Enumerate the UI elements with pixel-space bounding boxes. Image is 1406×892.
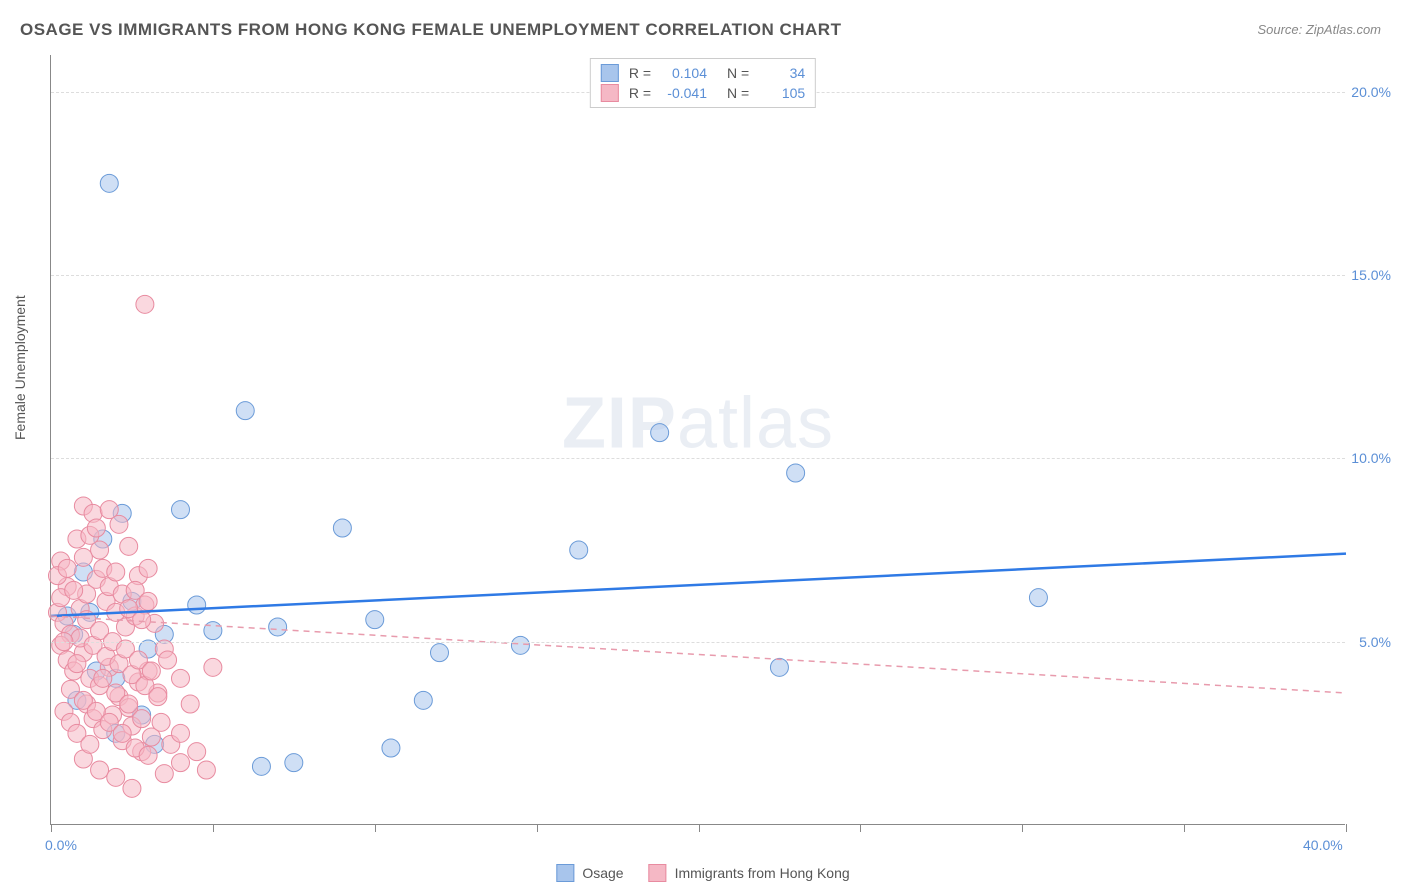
x-tick	[699, 824, 700, 832]
scatter-svg	[51, 55, 1345, 824]
scatter-point	[81, 735, 99, 753]
scatter-point	[123, 779, 141, 797]
legend-item: Immigrants from Hong Kong	[649, 864, 850, 882]
scatter-point	[155, 765, 173, 783]
scatter-point	[133, 611, 151, 629]
scatter-point	[1029, 589, 1047, 607]
scatter-point	[68, 655, 86, 673]
scatter-point	[94, 669, 112, 687]
legend-swatch	[556, 864, 574, 882]
scatter-point	[204, 622, 222, 640]
y-axis-label: Female Unemployment	[12, 295, 28, 440]
scatter-point	[414, 691, 432, 709]
scatter-point	[139, 559, 157, 577]
scatter-point	[181, 695, 199, 713]
n-value: 34	[755, 65, 805, 81]
n-value: 105	[755, 85, 805, 101]
scatter-point	[120, 537, 138, 555]
source-label: Source: ZipAtlas.com	[1257, 22, 1381, 37]
scatter-point	[269, 618, 287, 636]
scatter-point	[188, 743, 206, 761]
r-label: R =	[629, 65, 651, 81]
legend-swatch	[649, 864, 667, 882]
plot-area: ZIPatlas	[50, 55, 1345, 825]
x-tick-label: 0.0%	[45, 837, 77, 853]
scatter-point	[366, 611, 384, 629]
scatter-point	[91, 761, 109, 779]
scatter-point	[107, 563, 125, 581]
y-tick-label: 15.0%	[1351, 267, 1391, 283]
scatter-point	[172, 724, 190, 742]
scatter-point	[107, 768, 125, 786]
trend-line	[51, 616, 1346, 693]
stats-row: R = 0.104 N = 34	[601, 63, 805, 83]
scatter-point	[149, 688, 167, 706]
gridline	[51, 275, 1345, 276]
gridline	[51, 642, 1345, 643]
r-label: R =	[629, 85, 651, 101]
trend-line	[51, 554, 1346, 616]
scatter-point	[188, 596, 206, 614]
series-legend: Osage Immigrants from Hong Kong	[556, 864, 849, 882]
legend-item: Osage	[556, 864, 623, 882]
scatter-point	[100, 174, 118, 192]
scatter-point	[204, 658, 222, 676]
scatter-point	[133, 710, 151, 728]
x-tick	[213, 824, 214, 832]
scatter-point	[139, 746, 157, 764]
n-label: N =	[727, 65, 749, 81]
legend-swatch	[601, 84, 619, 102]
stats-legend: R = 0.104 N = 34 R = -0.041 N = 105	[590, 58, 816, 108]
scatter-point	[172, 754, 190, 772]
scatter-point	[136, 295, 154, 313]
x-tick	[51, 824, 52, 832]
scatter-point	[139, 592, 157, 610]
x-tick	[860, 824, 861, 832]
scatter-point	[333, 519, 351, 537]
r-value: -0.041	[657, 85, 707, 101]
gridline	[51, 458, 1345, 459]
scatter-point	[252, 757, 270, 775]
scatter-point	[787, 464, 805, 482]
x-tick-label: 40.0%	[1303, 837, 1343, 853]
y-tick-label: 5.0%	[1359, 634, 1391, 650]
x-tick	[1346, 824, 1347, 832]
scatter-point	[285, 754, 303, 772]
scatter-point	[142, 662, 160, 680]
scatter-point	[58, 559, 76, 577]
scatter-point	[197, 761, 215, 779]
scatter-point	[87, 519, 105, 537]
scatter-point	[382, 739, 400, 757]
scatter-point	[236, 402, 254, 420]
legend-swatch	[601, 64, 619, 82]
chart-title: OSAGE VS IMMIGRANTS FROM HONG KONG FEMAL…	[20, 20, 841, 40]
scatter-point	[431, 644, 449, 662]
n-label: N =	[727, 85, 749, 101]
scatter-point	[65, 581, 83, 599]
legend-label: Osage	[582, 865, 623, 881]
x-tick	[1184, 824, 1185, 832]
scatter-point	[74, 548, 92, 566]
r-value: 0.104	[657, 65, 707, 81]
scatter-point	[172, 501, 190, 519]
scatter-point	[570, 541, 588, 559]
legend-label: Immigrants from Hong Kong	[675, 865, 850, 881]
x-tick	[375, 824, 376, 832]
x-tick	[537, 824, 538, 832]
scatter-point	[152, 713, 170, 731]
scatter-point	[172, 669, 190, 687]
y-tick-label: 10.0%	[1351, 450, 1391, 466]
scatter-point	[651, 424, 669, 442]
stats-row: R = -0.041 N = 105	[601, 83, 805, 103]
scatter-point	[770, 658, 788, 676]
scatter-point	[511, 636, 529, 654]
x-tick	[1022, 824, 1023, 832]
scatter-point	[113, 724, 131, 742]
scatter-point	[110, 515, 128, 533]
scatter-point	[120, 695, 138, 713]
scatter-point	[159, 651, 177, 669]
y-tick-label: 20.0%	[1351, 84, 1391, 100]
